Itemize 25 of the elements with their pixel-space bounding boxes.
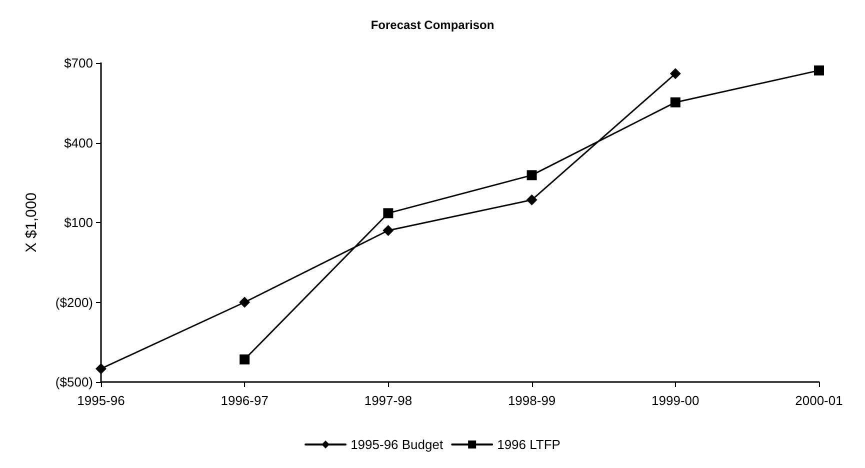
- chart-title: Forecast Comparison: [370, 18, 494, 32]
- y-axis-title: X $1,000: [23, 192, 40, 253]
- y-tick-label: $700: [64, 56, 93, 70]
- point: [670, 68, 681, 80]
- x-tick-label: 1999-00: [652, 393, 700, 408]
- y-tick-label: ($500): [55, 374, 93, 390]
- point: [96, 363, 106, 374]
- point: [240, 354, 250, 364]
- y-tick-label: ($200): [55, 294, 93, 310]
- point: [382, 224, 394, 236]
- x-tick-label: 2000-01: [795, 393, 843, 408]
- legend-label: 1995-96 Budget: [350, 437, 444, 452]
- legend-label: 1996 LTFP: [497, 437, 560, 452]
- y-tick-label: $100: [64, 215, 93, 230]
- point: [526, 170, 537, 180]
- point: [670, 97, 680, 108]
- x-tick-label: 1997-98: [364, 393, 412, 408]
- x-tick-label: 1995-96: [77, 393, 125, 408]
- x-tick-label: 1996-97: [220, 393, 268, 408]
- y-tick-label: $400: [64, 135, 93, 150]
- point: [814, 65, 824, 76]
- point: [239, 296, 250, 308]
- point: [526, 194, 538, 206]
- x-tick-label: 1998-99: [508, 393, 556, 408]
- point: [383, 208, 394, 218]
